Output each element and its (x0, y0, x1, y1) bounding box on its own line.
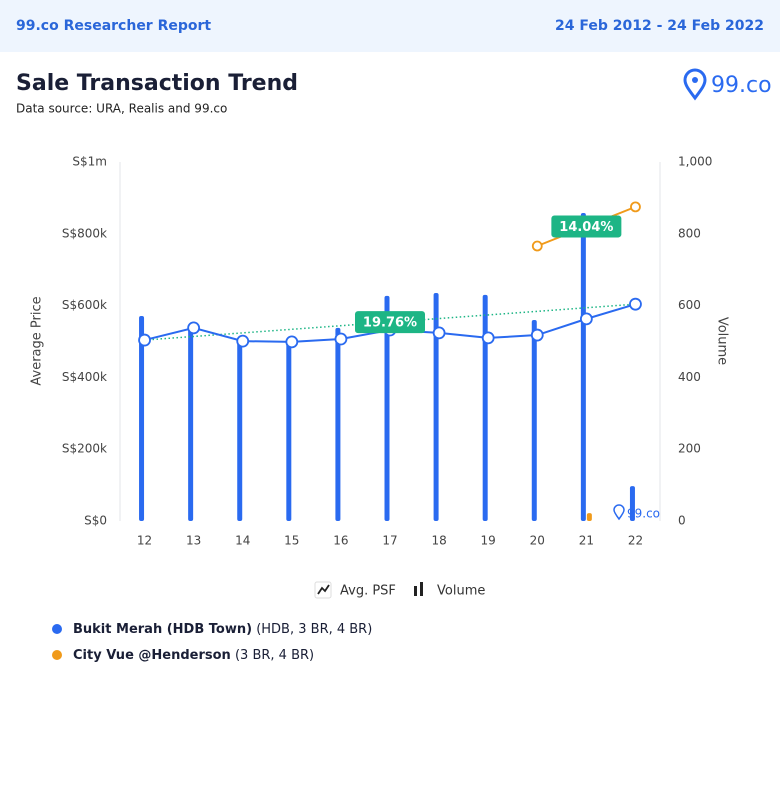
watermark-pin (613, 504, 625, 521)
volume-bar (188, 328, 194, 521)
volume-bar (482, 294, 488, 521)
x-tick-label: 17 (382, 534, 397, 548)
volume-bar (531, 319, 537, 521)
volume-bar (335, 327, 341, 521)
price-point (187, 321, 201, 335)
trend-label-box (355, 311, 425, 334)
y2-tick-label: 600 (678, 298, 701, 312)
watermark-text: 99.co (627, 507, 660, 521)
logo-pin-dot (692, 77, 698, 83)
y2-tick-label: 200 (678, 442, 701, 456)
volume-bar (237, 340, 243, 521)
legend-label: Avg. PSF (340, 584, 396, 599)
price-point (481, 331, 495, 345)
bar-icon (414, 586, 417, 596)
chart-subtitle: Data source: URA, Realis and 99.co (16, 102, 227, 116)
volume-bar (586, 513, 592, 521)
x-tick-label: 12 (137, 534, 152, 548)
line-icon (317, 584, 330, 595)
x-tick-label: 14 (235, 534, 250, 548)
legend-dot (52, 624, 62, 634)
legend-entry: Bukit Merah (HDB Town) (HDB, 3 BR, 4 BR) (73, 622, 372, 637)
y2-tick-label: 400 (678, 370, 701, 384)
volume-bar (580, 212, 586, 521)
legend-name: Bukit Merah (HDB Town) (73, 622, 252, 637)
y2-axis-title: Volume (715, 317, 730, 365)
x-tick-label: 16 (333, 534, 348, 548)
y-tick-label: S$400k (62, 370, 107, 384)
logo-pin (683, 68, 707, 101)
legend-label: Volume (437, 584, 485, 599)
chart-title: Sale Transaction Trend (16, 71, 298, 96)
y-tick-label: S$200k (62, 442, 107, 456)
x-tick-label: 21 (579, 534, 594, 548)
header-band (0, 0, 780, 52)
trend-label: 14.04% (559, 220, 613, 235)
price-point (531, 240, 543, 252)
price-point (285, 335, 299, 349)
price-point (630, 201, 641, 213)
x-tick-label: 13 (186, 534, 201, 548)
header-date: 24 Feb 2012 - 24 Feb 2022 (555, 18, 764, 34)
trend-label: 19.76% (363, 316, 417, 331)
x-tick-label: 20 (530, 534, 545, 548)
price-point (138, 333, 151, 347)
y2-tick-label: 1,000 (678, 155, 712, 169)
legend-detail: (3 BR, 4 BR) (235, 648, 314, 663)
y2-tick-label: 0 (678, 514, 686, 528)
price-point (334, 332, 348, 346)
volume-bar (286, 341, 292, 521)
legend-entry: City Vue @Henderson (3 BR, 4 BR) (73, 648, 314, 663)
legend-detail: (HDB, 3 BR, 4 BR) (256, 622, 372, 637)
x-tick-label: 19 (481, 534, 496, 548)
y-tick-label: S$600k (62, 298, 107, 312)
watermark: 99.co (613, 504, 660, 521)
logo-text: 99.co (711, 73, 772, 98)
volume-bar (433, 293, 439, 521)
y-axis-title: Average Price (30, 296, 45, 385)
price-point (629, 297, 642, 311)
price-point (236, 334, 250, 348)
y2-tick-label: 800 (678, 226, 701, 240)
volume-bar (629, 486, 635, 521)
y-tick-label: S$1m (72, 155, 107, 169)
x-tick-label: 18 (431, 534, 446, 548)
type-legend: Avg. PSF Volume (314, 581, 485, 599)
x-tick-label: 22 (628, 534, 643, 548)
volume-bar (384, 295, 390, 521)
header-title: 99.co Researcher Report (16, 18, 211, 34)
trend-label-box (551, 215, 622, 238)
y-tick-label: S$0 (84, 514, 107, 528)
price-point (530, 328, 544, 342)
legend-name: City Vue @Henderson (73, 648, 231, 663)
volume-bar (139, 316, 145, 521)
logo: 99.co (683, 68, 772, 101)
legend-dot (52, 650, 62, 660)
y-tick-label: S$800k (62, 226, 107, 240)
price-point (579, 312, 593, 326)
x-tick-label: 15 (284, 534, 299, 548)
bar-icon (420, 582, 423, 596)
price-point (432, 326, 446, 340)
